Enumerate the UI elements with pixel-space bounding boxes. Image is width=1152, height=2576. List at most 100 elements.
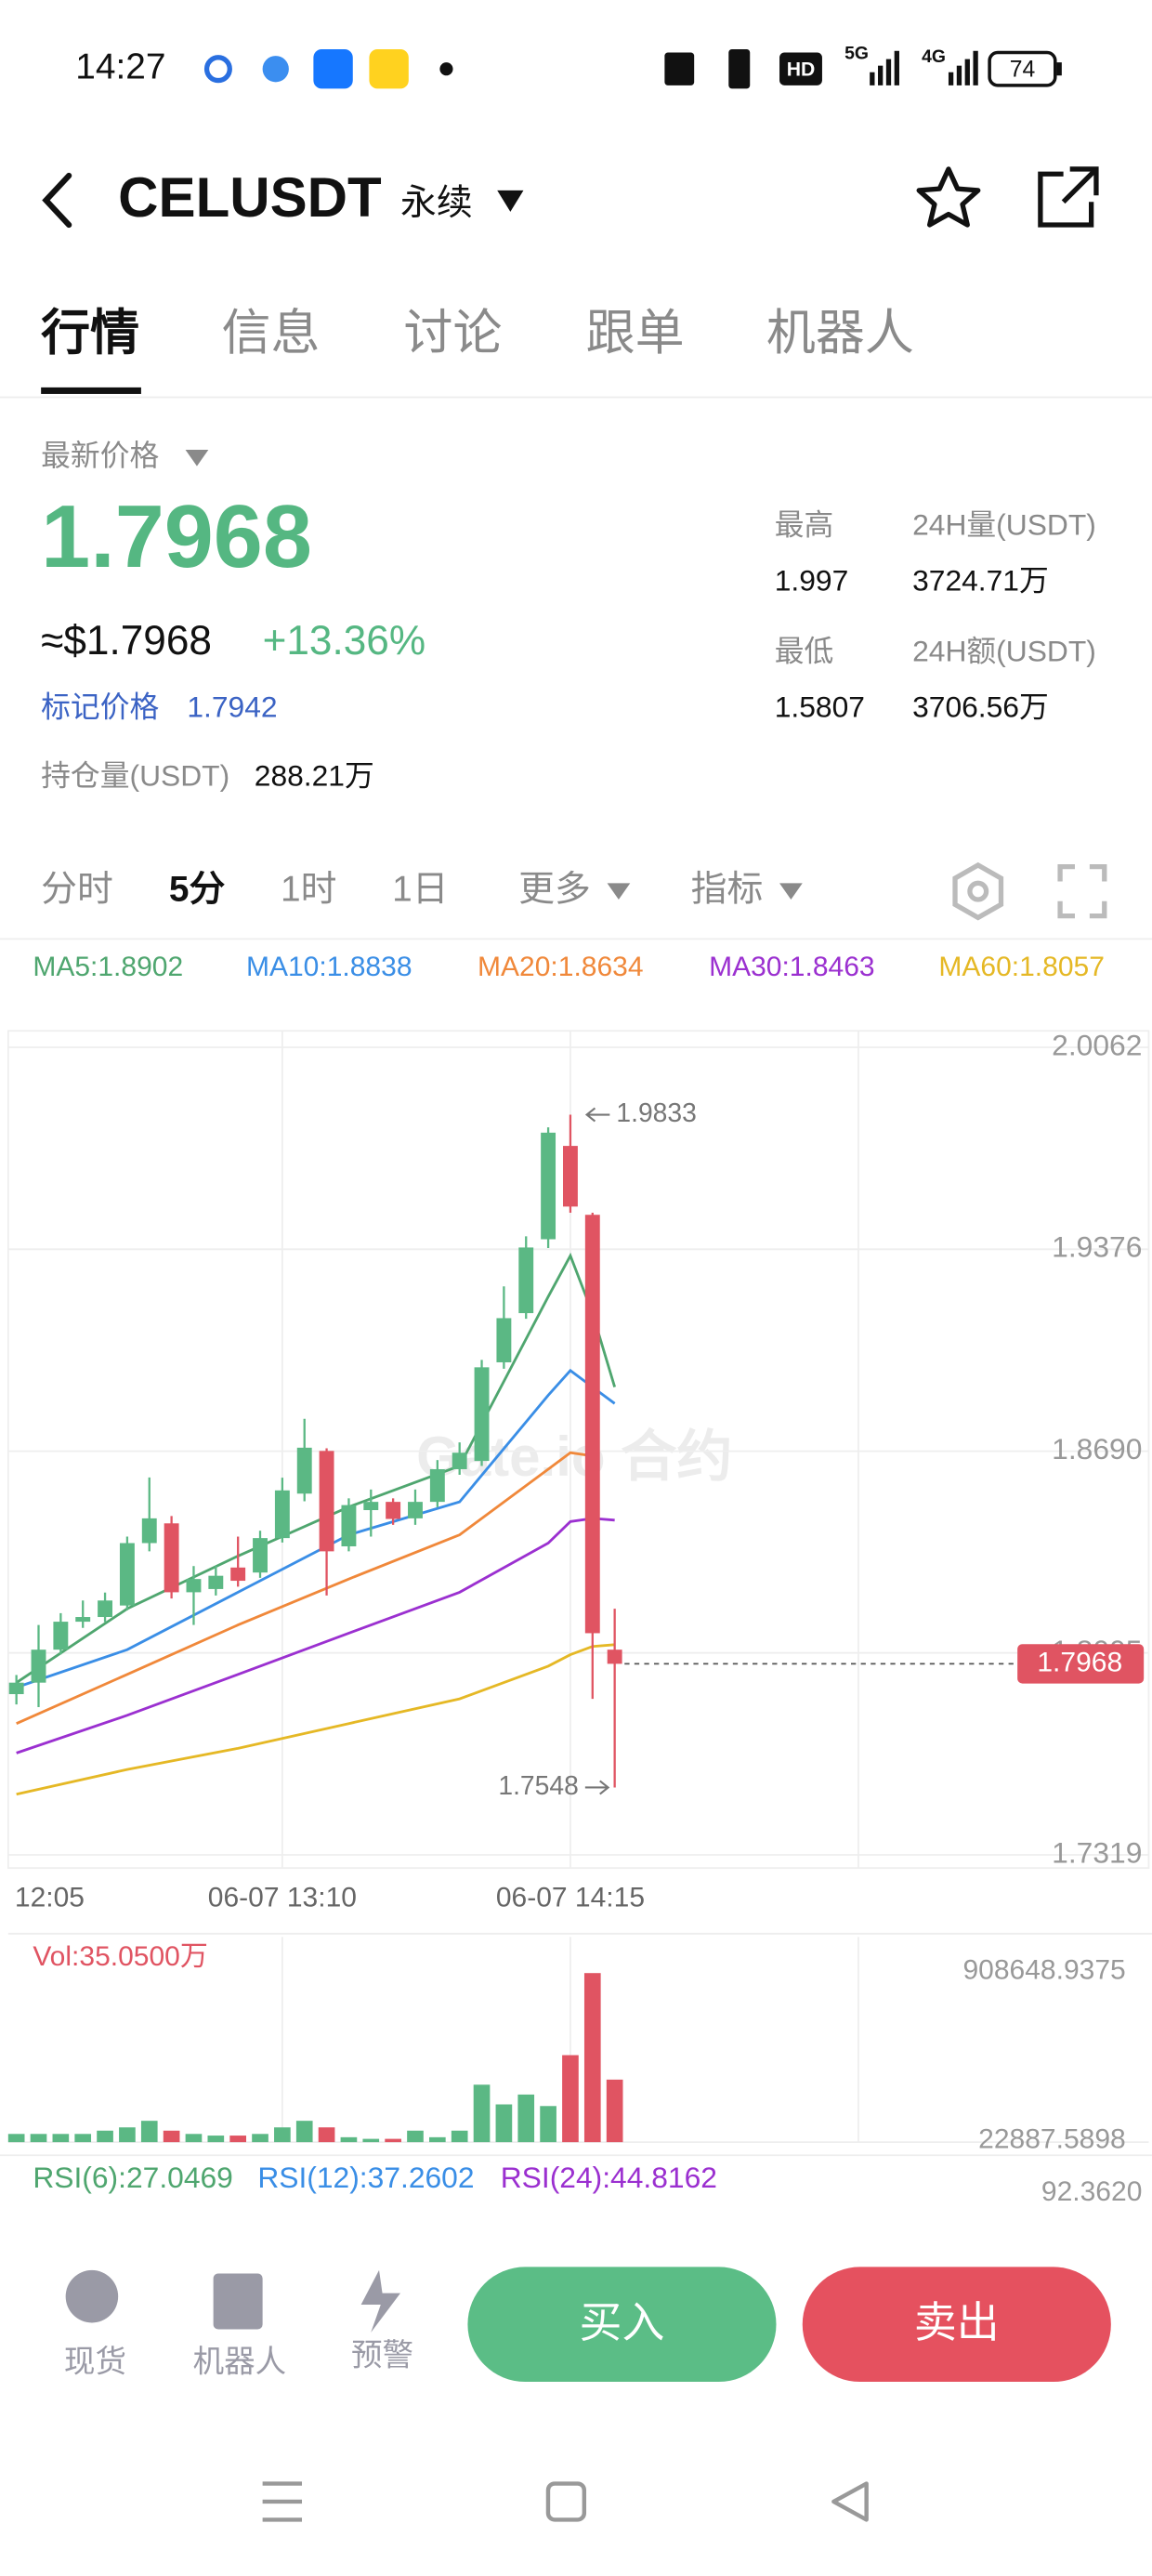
interval-tab[interactable]: 更多 [518, 869, 591, 909]
interval-tab[interactable]: 分时 [41, 869, 113, 909]
back-button[interactable] [42, 172, 72, 229]
dropdown-arrow[interactable] [185, 449, 209, 467]
settings-button[interactable] [952, 861, 1004, 921]
candle-body [208, 1575, 224, 1589]
volume-bar [318, 2127, 335, 2143]
tab[interactable]: 行情 [41, 306, 139, 361]
volume-bar [185, 2134, 203, 2143]
interval-tab[interactable]: 1时 [281, 869, 336, 909]
volume-bar [362, 2138, 380, 2143]
nav-back[interactable] [831, 2481, 869, 2522]
interval-tab[interactable]: 5分 [169, 869, 226, 909]
alert-label[interactable]: 预警 [351, 2337, 413, 2372]
volume-bar [517, 2094, 535, 2143]
price-label[interactable]: 最新价格 [41, 439, 159, 472]
interval-tab[interactable]: 1日 [392, 869, 448, 909]
contract-type[interactable]: 永续 [400, 183, 473, 223]
volume-bar [97, 2130, 113, 2143]
fullscreen-button[interactable] [1057, 864, 1107, 919]
candle-body [31, 1649, 46, 1683]
candle-body [363, 1502, 379, 1511]
volume-bar [74, 2134, 92, 2143]
rsi-legend: RSI(6):27.0469 [33, 2161, 233, 2194]
tab[interactable]: 机器人 [766, 306, 914, 361]
candle-body [230, 1567, 246, 1582]
volume-bar [229, 2136, 247, 2143]
volume-bar [7, 2134, 25, 2143]
action-bar: 现货 机器人 预警 买入 卖出 [0, 2219, 1152, 2576]
mark-price-label: 标记价格 [41, 690, 159, 723]
stat-label: 最高 [775, 507, 834, 541]
battery-level: 74 [1010, 57, 1036, 82]
volume-bar [385, 2138, 401, 2143]
candle-body [319, 1451, 334, 1552]
x-tick-label: 06-07 13:10 [208, 1883, 357, 1913]
candle-body [584, 1215, 600, 1634]
nav-home[interactable] [545, 2481, 587, 2522]
interval-tab[interactable]: 指标 [691, 869, 764, 909]
alert-icon[interactable] [360, 2269, 400, 2333]
symbol: CELUSDT [118, 166, 382, 229]
bot-label[interactable]: 机器人 [193, 2344, 287, 2379]
nav-menu[interactable] [262, 2481, 303, 2522]
x-tick-label: 12:05 [15, 1883, 85, 1913]
candle-body [562, 1146, 578, 1207]
ma-line [16, 1368, 616, 1689]
rsi-legend: RSI(12):37.2602 [257, 2161, 474, 2194]
share-button[interactable] [1038, 166, 1099, 228]
buy-label[interactable]: 买入 [580, 2298, 665, 2346]
volume-bar [274, 2127, 291, 2143]
y-tick-label: 2.0062 [1052, 1028, 1142, 1061]
dropdown-arrow[interactable] [607, 883, 631, 900]
volume-bar [119, 2127, 136, 2143]
spot-label[interactable]: 现货 [64, 2344, 126, 2379]
candle-body [141, 1518, 157, 1544]
candle-body [296, 1447, 312, 1494]
status-icon [369, 48, 409, 89]
settings-button[interactable] [967, 880, 989, 902]
buy-button[interactable] [467, 2267, 777, 2383]
open-interest: 288.21万 [255, 759, 374, 793]
y-tick-label: 1.8690 [1052, 1432, 1142, 1465]
net-text: 4G [922, 46, 946, 67]
volume-bar [451, 2130, 468, 2143]
tab[interactable]: 跟单 [586, 306, 685, 361]
volume-bar [473, 2084, 491, 2143]
bot-icon[interactable] [213, 2273, 263, 2330]
signal-bars [870, 50, 978, 85]
mark-price: 1.7942 [187, 690, 277, 723]
low-label: 1.7548 [498, 1770, 578, 1800]
status-time: 14:27 [75, 46, 165, 86]
sell-label[interactable]: 卖出 [914, 2298, 1000, 2346]
sell-button[interactable] [802, 2267, 1111, 2383]
hd-icon [779, 52, 822, 85]
ma-line [16, 1643, 615, 1796]
price-change: +13.36% [263, 618, 426, 664]
dropdown-arrow[interactable] [779, 883, 803, 900]
current-price-label: 1.7968 [1037, 1647, 1122, 1677]
volume-bar [163, 2130, 180, 2143]
status-icon [313, 48, 353, 89]
favorite-button[interactable] [916, 166, 981, 228]
candle-body [541, 1132, 556, 1240]
tab[interactable]: 信息 [221, 306, 320, 361]
dropdown-arrow[interactable] [497, 190, 524, 212]
ma-line [16, 1451, 593, 1726]
low-arrow [584, 1780, 610, 1795]
tab[interactable]: 讨论 [404, 306, 503, 361]
volume-bar [429, 2136, 446, 2143]
usd-price: ≈$1.7968 [41, 618, 212, 664]
stat-label: 最低 [775, 634, 834, 667]
spot-icon[interactable] [65, 2269, 119, 2323]
y-tick-label: 1.9376 [1052, 1230, 1142, 1264]
candle-body [98, 1600, 113, 1618]
candle-body [518, 1247, 534, 1314]
volume-bar [407, 2130, 424, 2143]
high-label: 1.9833 [616, 1097, 696, 1127]
candle-body [274, 1490, 290, 1539]
volume-bar [495, 2104, 513, 2143]
volume-bar [540, 2106, 556, 2143]
